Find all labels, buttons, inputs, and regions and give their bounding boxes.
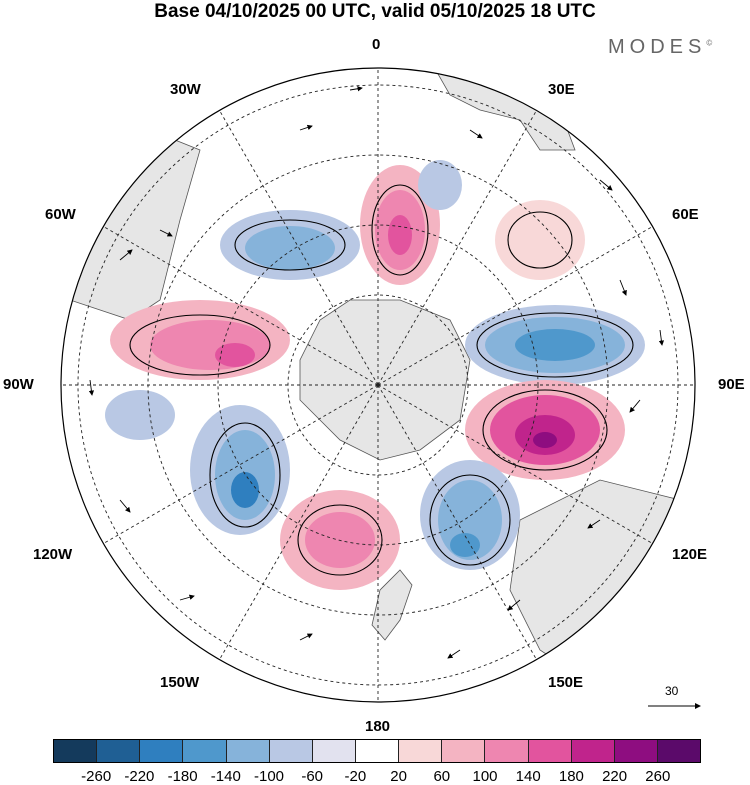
label-120w: 120W xyxy=(33,546,73,563)
colorbar-segment xyxy=(571,740,615,762)
label-60w: 60W xyxy=(45,206,76,223)
wind-vectors xyxy=(88,86,665,659)
label-180: 180 xyxy=(365,718,391,735)
colorbar-segment xyxy=(312,740,356,762)
colorbar-tick-label: -220 xyxy=(124,768,155,785)
colorbar-tick-label: -180 xyxy=(167,768,198,785)
streamlines xyxy=(129,184,634,576)
colorbar-segment xyxy=(269,740,313,762)
label-150w: 150W xyxy=(160,674,200,691)
brand-logo: MODES© xyxy=(608,36,712,59)
colorbar-tick-label: -260 xyxy=(81,768,112,785)
colorbar-tick-label: -100 xyxy=(253,768,285,785)
anomaly-field xyxy=(105,160,645,590)
label-30e: 30E xyxy=(548,81,575,98)
colorbar-segment xyxy=(226,740,270,762)
colorbar-tick-label: -20 xyxy=(344,768,367,785)
colorbar-segment xyxy=(355,740,400,762)
brand-text: MODES xyxy=(608,36,707,58)
label-0: 0 xyxy=(372,36,381,53)
colorbar-segment xyxy=(528,740,572,762)
colorbar-segment xyxy=(183,740,227,762)
colorbar-tick-label: 100 xyxy=(472,768,498,785)
reference-vector-label: 30 xyxy=(665,684,679,698)
colorbar-tick-label: 260 xyxy=(645,768,671,785)
colorbar-segment xyxy=(485,740,529,762)
colorbar-tick-label: -60 xyxy=(301,768,324,785)
colorbar-segment xyxy=(97,740,141,762)
antarctica-land xyxy=(299,299,471,461)
label-120e: 120E xyxy=(672,546,708,563)
colorbar-segment xyxy=(399,740,443,762)
colorbar-segment xyxy=(140,740,184,762)
label-90w: 90W xyxy=(3,376,34,393)
colorbar-segment xyxy=(657,740,701,762)
new-zealand-land xyxy=(371,569,413,641)
meridians xyxy=(61,68,695,702)
colorbar-tick-label: 60 xyxy=(433,768,451,785)
map-boundary xyxy=(60,67,696,703)
colorbar-segment xyxy=(614,740,658,762)
colorbar-tick-label: 140 xyxy=(515,768,541,785)
copyright-mark: © xyxy=(706,38,713,48)
label-150e: 150E xyxy=(548,674,584,691)
colorbar-segment xyxy=(442,740,486,762)
colorbar-segment xyxy=(54,740,98,762)
label-90e: 90E xyxy=(718,376,745,393)
colorbar-tick-label: 180 xyxy=(558,768,584,785)
label-60e: 60E xyxy=(672,206,699,223)
colorbar-tick-label: 20 xyxy=(390,768,407,785)
polar-map xyxy=(60,67,701,709)
colorbar-tick-label: 220 xyxy=(602,768,628,785)
colorbar xyxy=(53,739,701,763)
map-title: Base 04/10/2025 00 UTC, valid 05/10/2025… xyxy=(154,1,596,22)
label-30w: 30W xyxy=(170,81,201,98)
colorbar-tick-label: -140 xyxy=(210,768,241,785)
